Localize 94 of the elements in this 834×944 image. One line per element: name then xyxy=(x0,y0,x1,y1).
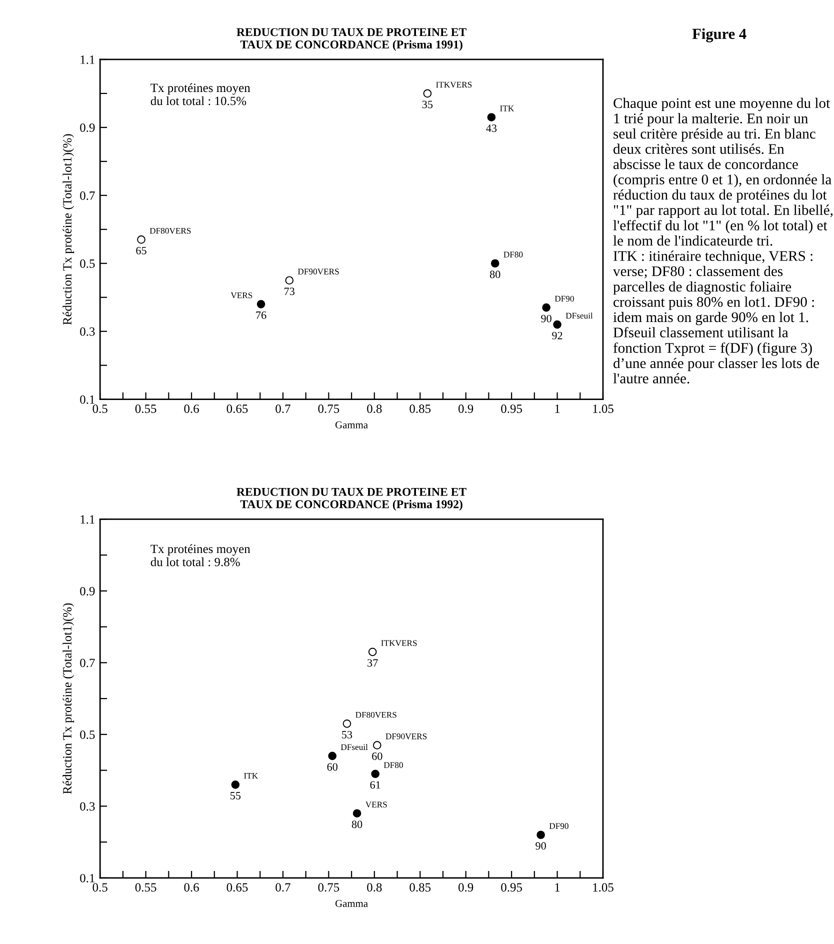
annotation: DF80 xyxy=(504,252,523,258)
x-tick-label: 0.9 xyxy=(458,883,474,892)
x-tick-label: 0.55 xyxy=(135,883,156,892)
annotation: DF80 xyxy=(384,762,403,768)
annotation: 53 xyxy=(342,730,352,738)
annotation: VERS xyxy=(230,292,252,298)
annotation: ITKVERS xyxy=(381,640,417,646)
y-tick-label: 0.3 xyxy=(80,327,95,336)
annotation: DF90VERS xyxy=(386,733,427,740)
x-axis-title: Gamma xyxy=(335,900,368,908)
annotation: 43 xyxy=(486,124,497,132)
annotation: 92 xyxy=(552,332,562,340)
annotation: 65 xyxy=(136,246,146,254)
y-tick-label: 0.1 xyxy=(80,395,94,404)
x-tick-label: 0.9 xyxy=(458,404,474,414)
chart-title: REDUCTION DU TAUX DE PROTEINE ET TAUX DE CONCORDANCE (Prisma 1991) xyxy=(236,28,466,51)
point xyxy=(256,300,266,308)
x-tick-label: 0.75 xyxy=(318,883,340,892)
point xyxy=(423,89,432,98)
x-tick-label: 0.55 xyxy=(135,404,156,414)
annotation: ITK xyxy=(500,106,514,112)
y-tick-label: 0.3 xyxy=(80,802,95,811)
x-tick-label: 1.05 xyxy=(593,404,614,414)
x-tick-label: 0.7 xyxy=(276,404,290,414)
x-tick-label: 1.05 xyxy=(593,883,614,892)
x-axis-title: Gamma xyxy=(335,421,368,428)
y-tick-label: 0.9 xyxy=(80,586,95,596)
point xyxy=(352,809,362,818)
annotation: 80 xyxy=(490,270,500,278)
x-tick-label: 0.95 xyxy=(501,883,522,892)
y-axis-title: Réduction Tx protéine (Total-lot1)(%) xyxy=(62,603,74,794)
y-tick-label: 0.5 xyxy=(80,259,95,268)
annotation: 80 xyxy=(352,820,362,828)
point xyxy=(368,648,377,656)
annotation: DF90 xyxy=(549,823,568,829)
point xyxy=(372,741,382,750)
y-tick-label: 0.5 xyxy=(80,730,95,739)
x-tick-label: 0.85 xyxy=(410,404,431,414)
annotation: Tx protéines moyen du lot total : 9.8% xyxy=(150,544,250,566)
y-tick-label: 0.7 xyxy=(80,191,95,200)
annotation: Tx protéines moyen du lot total : 10.5% xyxy=(150,83,250,106)
annotation: 90 xyxy=(536,842,546,850)
annotation: DF90 xyxy=(554,296,574,302)
point xyxy=(542,303,550,312)
x-tick-label: 0.85 xyxy=(410,883,431,892)
x-tick-label: 0.5 xyxy=(92,404,108,414)
y-tick-label: 1.1 xyxy=(80,56,94,64)
point xyxy=(487,113,496,122)
text: Figure 4 xyxy=(692,28,746,42)
x-tick-label: 0.6 xyxy=(184,883,199,892)
x-tick-label: 0.75 xyxy=(318,404,340,414)
annotation: DF90VERS xyxy=(298,268,339,274)
annotation: DFseuil xyxy=(566,312,593,319)
y-axis-title: Réduction Tx protéine (Total-lot1)(%) xyxy=(62,134,74,325)
x-tick-label: 0.8 xyxy=(367,404,382,414)
annotation: DF80VERS xyxy=(150,228,191,234)
annotation: 37 xyxy=(368,659,378,667)
annotation: ITKVERS xyxy=(436,82,472,88)
point xyxy=(328,752,336,760)
annotation: 76 xyxy=(256,311,266,319)
point xyxy=(536,830,545,840)
annotation: 61 xyxy=(370,781,380,789)
x-tick-label: 1 xyxy=(555,883,560,892)
annotation: ITK xyxy=(244,773,258,779)
point xyxy=(137,235,146,244)
annotation: 55 xyxy=(230,792,241,800)
annotation: DF80VERS xyxy=(356,712,396,718)
chart-title: REDUCTION DU TAUX DE PROTEINE ET TAUX DE CONCORDANCE (Prisma 1992) xyxy=(236,488,466,511)
annotation: 73 xyxy=(284,288,294,296)
y-tick-label: 0.7 xyxy=(80,658,95,668)
annotation: VERS xyxy=(365,802,387,808)
point xyxy=(490,259,500,268)
text: Chaque point est une moyenne du lot 1 trié pour la malterie. En noir un seul critère préside au tri. En blanc deux critères sont utilisés. En abscisse le taux de concordance (compris entre 0 et 1), en ordonnée la réduction du taux de protéines du lot "1" par rapport au lot total. En libellé, l'effectif du lot "1" (en % lot total) et le nom de l'indicateurde tri. ITK : itinéraire technique, VERS : verse; DF80 : classement des parcelles de diagnostic foliaire croissant puis 80% en lot1. DF90 : idem mais on garde 90% en lot 1. Dfseuil classement utilisant la fonction Txprot = f(DF) (figure 3) d’une année pour classer les lots de l'autre année. xyxy=(612,98,833,384)
annotation: DFseuil xyxy=(340,744,368,750)
x-tick-label: 0.95 xyxy=(501,404,522,414)
point xyxy=(285,276,294,285)
x-tick-label: 0.5 xyxy=(92,883,108,892)
point xyxy=(371,770,380,778)
point xyxy=(231,780,240,789)
x-tick-label: 0.7 xyxy=(276,883,290,892)
point xyxy=(553,320,562,329)
x-tick-label: 0.8 xyxy=(367,883,382,892)
annotation: 60 xyxy=(327,763,338,771)
point xyxy=(342,720,352,728)
x-tick-label: 0.65 xyxy=(226,883,248,892)
annotation: 60 xyxy=(372,752,382,760)
annotation: 35 xyxy=(422,100,433,108)
x-tick-label: 0.6 xyxy=(184,404,199,414)
x-tick-label: 0.65 xyxy=(226,404,248,414)
x-tick-label: 1 xyxy=(555,404,560,413)
y-tick-label: 0.1 xyxy=(80,874,94,882)
annotation: 90 xyxy=(541,314,552,322)
y-tick-label: 0.9 xyxy=(80,123,95,132)
y-tick-label: 1.1 xyxy=(80,515,94,524)
